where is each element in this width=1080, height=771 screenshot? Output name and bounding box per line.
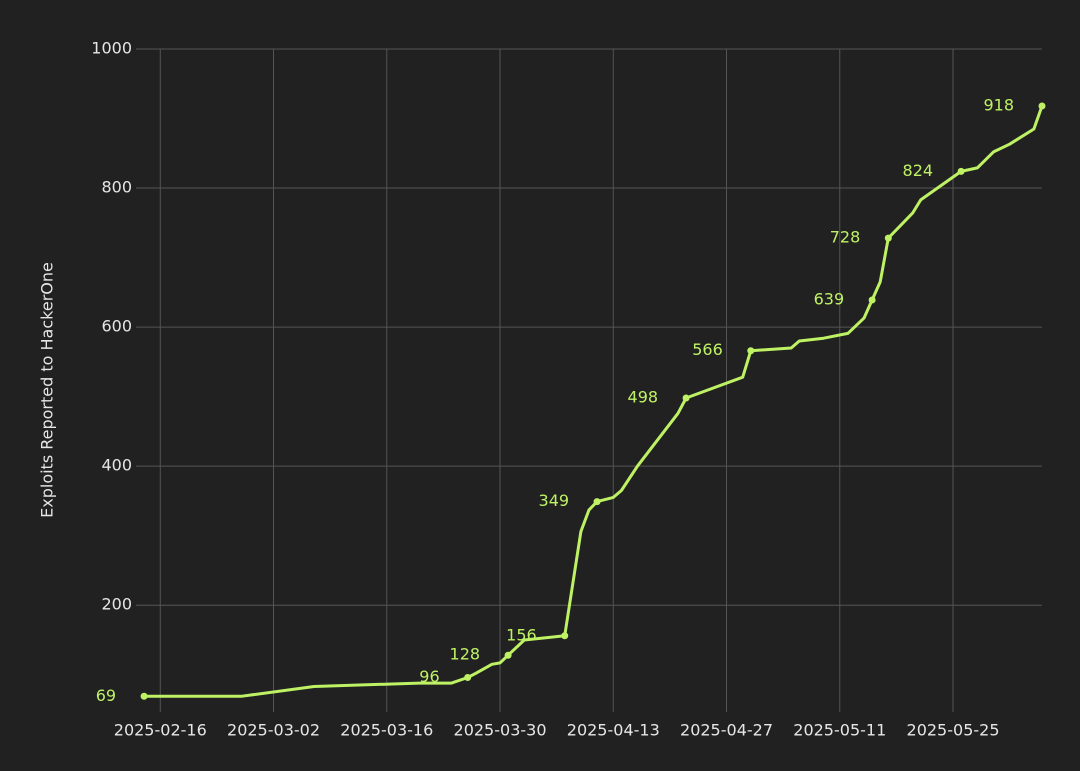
- x-tick-label: 2025-03-02: [227, 721, 320, 740]
- data-point: [682, 394, 690, 402]
- y-tick-label: 600: [101, 317, 132, 336]
- data-point: [957, 167, 965, 175]
- x-tick-label: 2025-05-25: [907, 721, 1000, 740]
- y-tick-label: 800: [101, 178, 132, 197]
- data-label: 728: [830, 228, 861, 247]
- x-tick-label: 2025-02-16: [114, 721, 207, 740]
- data-label: 96: [419, 667, 439, 686]
- data-label: 498: [628, 388, 659, 407]
- data-point: [868, 296, 876, 304]
- data-label: 824: [903, 161, 934, 180]
- x-tick-label: 2025-03-30: [454, 721, 547, 740]
- y-tick-label: 1000: [91, 39, 132, 58]
- data-label: 69: [96, 686, 116, 705]
- data-label: 566: [692, 340, 723, 359]
- data-label: 918: [983, 96, 1014, 115]
- x-tick-label: 2025-04-13: [567, 721, 660, 740]
- data-point: [504, 651, 512, 659]
- data-label: 128: [450, 645, 481, 664]
- data-point: [593, 498, 601, 506]
- data-label: 349: [539, 491, 570, 510]
- data-point: [464, 673, 472, 681]
- data-point: [561, 632, 569, 640]
- x-tick-label: 2025-05-11: [793, 721, 886, 740]
- data-label: 639: [814, 289, 845, 308]
- data-label: 156: [506, 625, 537, 644]
- x-tick-label: 2025-03-16: [340, 721, 433, 740]
- x-tick-label: 2025-04-27: [680, 721, 773, 740]
- y-tick-label: 200: [101, 595, 132, 614]
- data-line: [144, 105, 1044, 698]
- data-point: [884, 234, 892, 242]
- y-axis-title: Exploits Reported to HackerOne: [38, 262, 57, 518]
- data-point: [1038, 102, 1046, 110]
- data-point: [140, 692, 148, 700]
- y-tick-label: 400: [101, 456, 132, 475]
- data-point: [747, 347, 755, 355]
